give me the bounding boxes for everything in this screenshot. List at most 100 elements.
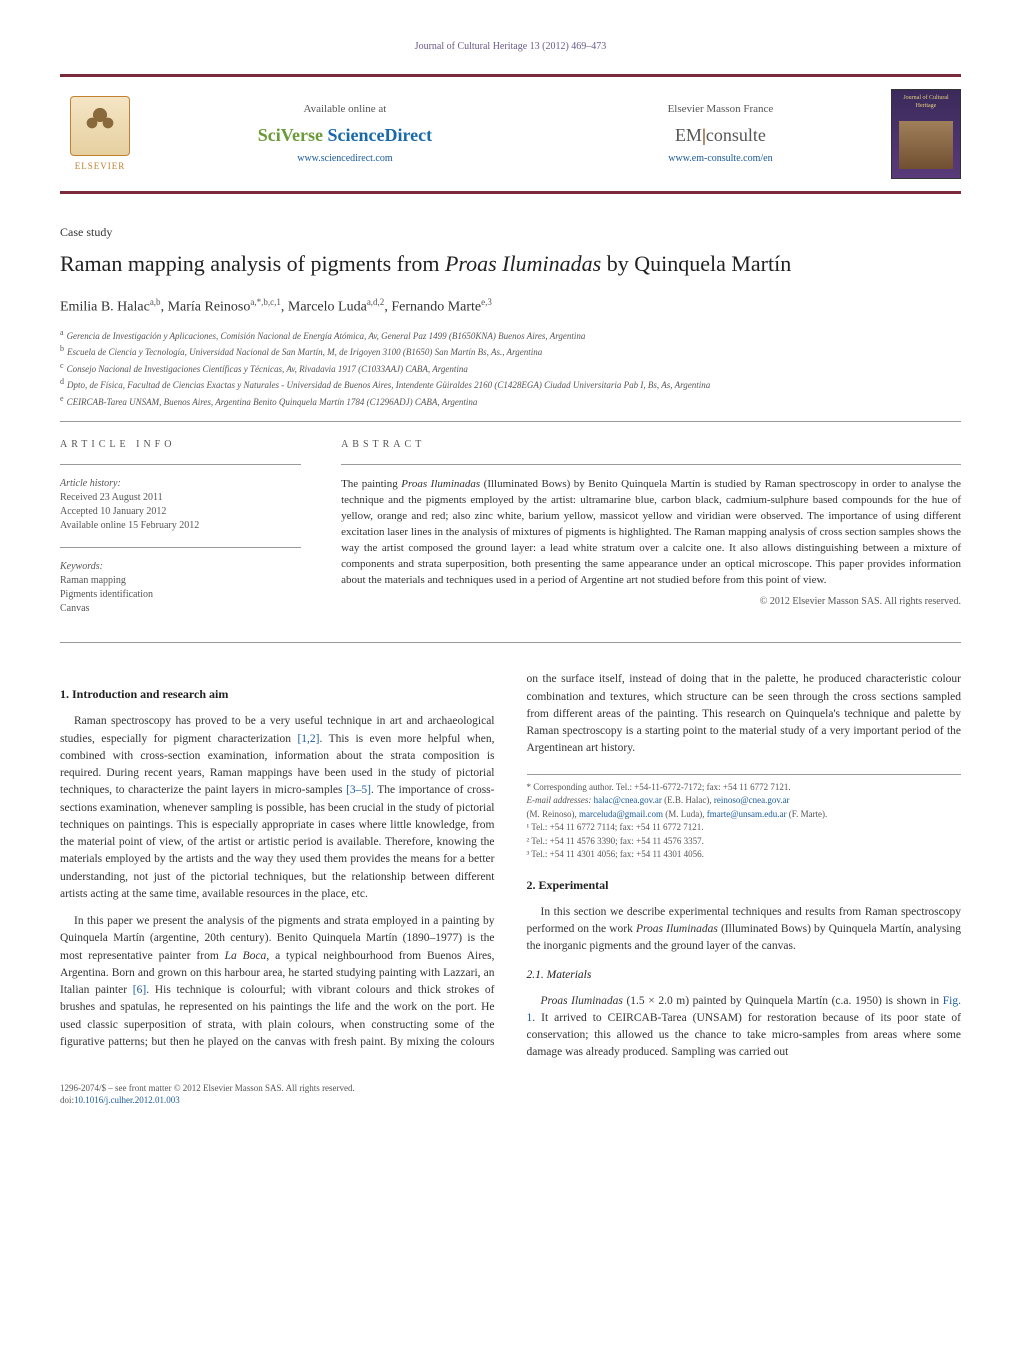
- email-reinoso-who: (M. Reinoso),: [527, 809, 580, 819]
- sciverse-text-a: SciVerse: [258, 125, 328, 145]
- citation-6[interactable]: [6]: [133, 984, 146, 996]
- divider: [60, 421, 961, 422]
- elsevier-tree-icon: [70, 96, 130, 156]
- masson-label: Elsevier Masson France: [668, 102, 774, 117]
- author-1-aff: a,b: [150, 297, 161, 307]
- abstract-a: The painting: [341, 478, 401, 490]
- doi-label: doi:: [60, 1095, 74, 1105]
- s1p2-ital: La Boca: [225, 950, 267, 962]
- author-2: , María Reinoso: [161, 299, 251, 314]
- accepted-date: Accepted 10 January 2012: [60, 505, 301, 519]
- keyword-2: Pigments identification: [60, 588, 301, 602]
- divider: [341, 464, 961, 465]
- corresponding-author: * Corresponding author. Tel.: +54-11-677…: [527, 781, 962, 795]
- footnote-2: ² Tel.: +54 11 4576 3390; fax: +54 11 45…: [527, 835, 962, 849]
- affiliation-d: Dpto, de Física, Facultad de Ciencias Ex…: [67, 380, 710, 390]
- s21p1-b: . It arrived to CEIRCAB-Tarea (UNSAM) fo…: [527, 1012, 962, 1059]
- author-1: Emilia B. Halac: [60, 299, 150, 314]
- citation-1-2[interactable]: [1,2]: [297, 733, 319, 745]
- keywords-label: Keywords:: [60, 560, 301, 574]
- footnote-3: ³ Tel.: +54 11 4301 4056; fax: +54 11 43…: [527, 848, 962, 862]
- journal-cover-thumbnail: Journal of Cultural Heritage: [891, 89, 961, 179]
- email-line-2: (M. Reinoso), marceluda@gmail.com (M. Lu…: [527, 808, 962, 822]
- keywords: Keywords: Raman mapping Pigments identif…: [60, 560, 301, 616]
- affiliation-b: Escuela de Ciencia y Tecnología, Univers…: [67, 347, 542, 357]
- elsevier-logo: ELSEVIER: [60, 89, 140, 179]
- em-consulte-block: Elsevier Masson France EM|consulte www.e…: [668, 102, 774, 167]
- section-2-1-para-1: Proas Iluminadas (1.5 × 2.0 m) painted b…: [527, 993, 962, 1062]
- front-matter-line: 1296-2074/$ – see front matter © 2012 El…: [60, 1082, 961, 1095]
- section-1-heading: 1. Introduction and research aim: [60, 685, 495, 703]
- affiliation-c: Consejo Nacional de Investigaciones Cien…: [67, 364, 468, 374]
- authors: Emilia B. Halaca,b, María Reinosoa,*,b,c…: [60, 296, 961, 317]
- running-head: Journal of Cultural Heritage 13 (2012) 4…: [60, 40, 961, 54]
- header-center: Available online at SciVerse ScienceDire…: [160, 102, 871, 167]
- received-date: Received 23 August 2011: [60, 491, 301, 505]
- article-info: ARTICLE INFO Article history: Received 2…: [60, 438, 301, 630]
- keyword-3: Canvas: [60, 602, 301, 616]
- email-halac-who: (E.B. Halac),: [662, 795, 714, 805]
- citation-3-5[interactable]: [3–5]: [346, 784, 371, 796]
- article-info-label: ARTICLE INFO: [60, 438, 301, 452]
- history-label: Article history:: [60, 477, 301, 491]
- em-text-b: consulte: [706, 125, 766, 145]
- affiliation-e: CEIRCAB-Tarea UNSAM, Buenos Aires, Argen…: [67, 397, 478, 407]
- sciverse-text-b: ScienceDirect: [328, 125, 433, 145]
- affiliations: aGerencia de Investigación y Aplicacione…: [60, 327, 961, 410]
- sciencedirect-url[interactable]: www.sciencedirect.com: [258, 152, 432, 166]
- divider: [60, 464, 301, 465]
- keyword-1: Raman mapping: [60, 574, 301, 588]
- page-footer: 1296-2074/$ – see front matter © 2012 El…: [60, 1082, 961, 1107]
- section-1-para-1: Raman spectroscopy has proved to be a ve…: [60, 713, 495, 903]
- section-2-para-1: In this section we describe experimental…: [527, 904, 962, 956]
- author-2-aff: a,*,b,c,1: [250, 297, 281, 307]
- footnote-1: ¹ Tel.: +54 11 6772 7114; fax: +54 11 67…: [527, 821, 962, 835]
- em-text-a: EM: [675, 125, 702, 145]
- author-3-aff: a,d,2: [367, 297, 385, 307]
- email-luda[interactable]: marceluda@gmail.com: [579, 809, 663, 819]
- online-date: Available online 15 February 2012: [60, 519, 301, 533]
- author-4: , Fernando Marte: [384, 299, 481, 314]
- author-4-aff: e,3: [481, 297, 492, 307]
- email-line: E-mail addresses: halac@cnea.gov.ar (E.B…: [527, 794, 962, 808]
- email-marte[interactable]: fmarte@unsam.edu.ar: [707, 809, 787, 819]
- sciverse-logo: SciVerse ScienceDirect: [258, 123, 432, 148]
- s1p1-c: . The importance of cross-sections exami…: [60, 784, 495, 900]
- title-part-a: Raman mapping analysis of pigments from: [60, 251, 445, 276]
- abstract-copyright: © 2012 Elsevier Masson SAS. All rights r…: [341, 595, 961, 609]
- email-luda-who: (M. Luda),: [663, 809, 707, 819]
- section-2-1-heading: 2.1. Materials: [527, 967, 962, 984]
- abstract-b: (Illuminated Bows) by Benito Quinquela M…: [341, 478, 961, 586]
- abstract-label: ABSTRACT: [341, 438, 961, 452]
- section-2-heading: 2. Experimental: [527, 876, 962, 894]
- article-body: 1. Introduction and research aim Raman s…: [60, 671, 961, 1061]
- sciencedirect-block: Available online at SciVerse ScienceDire…: [258, 102, 432, 167]
- s2p1-ital: Proas Iluminadas: [636, 923, 718, 935]
- footnotes: * Corresponding author. Tel.: +54-11-677…: [527, 774, 962, 862]
- s1p2-b: , a typical neighbourhood from: [266, 950, 427, 962]
- abstract-text: The painting Proas Iluminadas (Illuminat…: [341, 477, 961, 589]
- info-abstract-row: ARTICLE INFO Article history: Received 2…: [60, 438, 961, 630]
- abstract-ital: Proas Iluminadas: [401, 478, 480, 490]
- email-marte-who: (F. Marte).: [787, 809, 828, 819]
- affiliation-a: Gerencia de Investigación y Aplicaciones…: [67, 331, 586, 341]
- divider: [60, 642, 961, 643]
- s21p1-a: (1.5 × 2.0 m) painted by Quinquela Martí…: [623, 995, 943, 1007]
- title-italic: Proas Iluminadas: [445, 251, 601, 276]
- available-online-label: Available online at: [258, 102, 432, 117]
- journal-cover-title: Journal of Cultural Heritage: [892, 90, 960, 115]
- author-3: , Marcelo Luda: [281, 299, 367, 314]
- email-reinoso[interactable]: reinoso@cnea.gov.ar: [714, 795, 790, 805]
- title-part-b: by Quinquela Martín: [601, 251, 791, 276]
- elsevier-text: ELSEVIER: [75, 160, 126, 173]
- abstract: ABSTRACT The painting Proas Iluminadas (…: [341, 438, 961, 630]
- article-history: Article history: Received 23 August 2011…: [60, 477, 301, 533]
- divider: [60, 547, 301, 548]
- article-title: Raman mapping analysis of pigments from …: [60, 249, 961, 280]
- email-label: E-mail addresses:: [527, 795, 592, 805]
- email-halac[interactable]: halac@cnea.gov.ar: [594, 795, 662, 805]
- em-consulte-url[interactable]: www.em-consulte.com/en: [668, 152, 774, 166]
- s21p1-ital: Proas Iluminadas: [541, 995, 623, 1007]
- article-type: Case study: [60, 224, 961, 241]
- doi-link[interactable]: 10.1016/j.culher.2012.01.003: [74, 1095, 180, 1105]
